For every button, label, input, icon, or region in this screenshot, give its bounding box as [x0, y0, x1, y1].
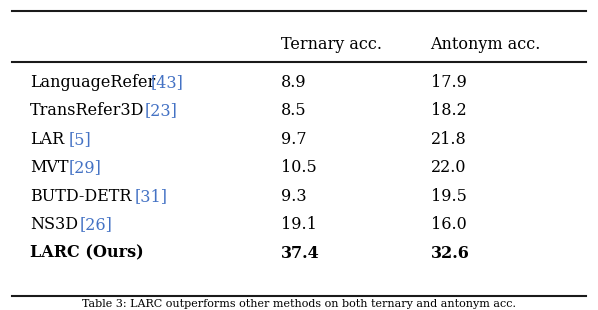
Text: [43]: [43]	[151, 74, 184, 91]
Text: 32.6: 32.6	[431, 245, 469, 262]
Text: 37.4: 37.4	[281, 245, 320, 262]
Text: [5]: [5]	[69, 131, 91, 148]
Text: [31]: [31]	[135, 188, 167, 205]
Text: 18.2: 18.2	[431, 102, 466, 119]
Text: 19.5: 19.5	[431, 188, 466, 205]
Text: 19.1: 19.1	[281, 216, 317, 233]
Text: 9.7: 9.7	[281, 131, 307, 148]
Text: 21.8: 21.8	[431, 131, 466, 148]
Text: MVT: MVT	[30, 159, 68, 176]
Text: LARC (Ours): LARC (Ours)	[30, 245, 144, 262]
Text: 22.0: 22.0	[431, 159, 466, 176]
Text: NS3D: NS3D	[30, 216, 78, 233]
Text: BUTD-DETR: BUTD-DETR	[30, 188, 132, 205]
Text: 16.0: 16.0	[431, 216, 466, 233]
Text: Ternary acc.: Ternary acc.	[281, 37, 382, 53]
Text: [29]: [29]	[69, 159, 102, 176]
Text: LAR: LAR	[30, 131, 64, 148]
Text: 10.5: 10.5	[281, 159, 317, 176]
Text: 8.5: 8.5	[281, 102, 307, 119]
Text: Antonym acc.: Antonym acc.	[431, 37, 541, 53]
Text: Table 3: LARC outperforms other methods on both ternary and antonym acc.: Table 3: LARC outperforms other methods …	[82, 299, 516, 309]
Text: 9.3: 9.3	[281, 188, 307, 205]
Text: [26]: [26]	[80, 216, 112, 233]
Text: TransRefer3D: TransRefer3D	[30, 102, 144, 119]
Text: 8.9: 8.9	[281, 74, 307, 91]
Text: [23]: [23]	[145, 102, 178, 119]
Text: LanguageRefer: LanguageRefer	[30, 74, 155, 91]
Text: 17.9: 17.9	[431, 74, 466, 91]
